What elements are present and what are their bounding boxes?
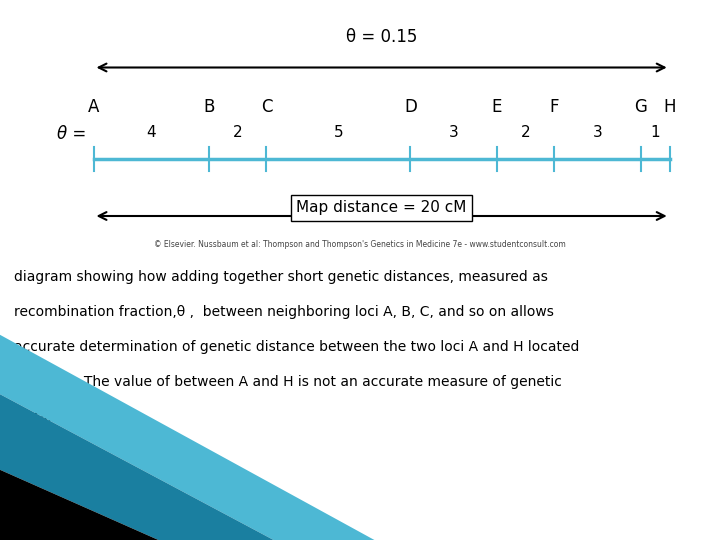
Text: diagram showing how adding together short genetic distances, measured as: diagram showing how adding together shor… [14, 270, 548, 284]
Text: 1: 1 [650, 125, 660, 140]
Polygon shape [0, 470, 158, 540]
Text: E: E [492, 98, 502, 116]
Text: G: G [634, 98, 647, 116]
Text: 2: 2 [233, 125, 243, 140]
Text: H: H [663, 98, 676, 116]
Text: B: B [203, 98, 215, 116]
Text: D: D [404, 98, 417, 116]
Text: θ =: θ = [57, 125, 86, 143]
Text: F: F [549, 98, 559, 116]
Polygon shape [0, 394, 274, 540]
Text: distance.: distance. [14, 410, 78, 424]
Text: A: A [88, 98, 99, 116]
Text: 5: 5 [333, 125, 343, 140]
Text: far apart. The value of between A and H is not an accurate measure of genetic: far apart. The value of between A and H … [14, 375, 562, 389]
Text: accurate determination of genetic distance between the two loci A and H located: accurate determination of genetic distan… [14, 340, 580, 354]
Text: recombination fraction,θ ,  between neighboring loci A, B, C, and so on allows: recombination fraction,θ , between neigh… [14, 305, 554, 319]
Text: © Elsevier. Nussbaum et al: Thompson and Thompson's Genetics in Medicine 7e - ww: © Elsevier. Nussbaum et al: Thompson and… [154, 240, 566, 249]
Text: 3: 3 [449, 125, 459, 140]
Text: 2: 2 [521, 125, 531, 140]
Text: C: C [261, 98, 272, 116]
Polygon shape [0, 335, 374, 540]
Text: 3: 3 [593, 125, 603, 140]
Text: Map distance = 20 cM: Map distance = 20 cM [297, 200, 467, 215]
Text: 4: 4 [146, 125, 156, 140]
Text: θ = 0.15: θ = 0.15 [346, 28, 418, 46]
